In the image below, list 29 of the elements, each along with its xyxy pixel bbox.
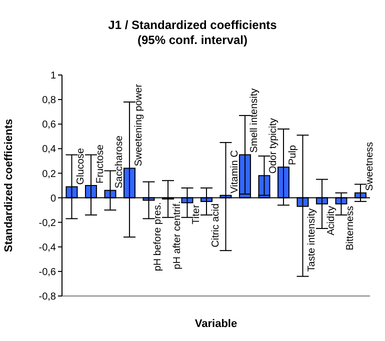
x-tick-label: pH after centrif. — [172, 201, 183, 270]
x-tick-label: Smell intensity — [248, 88, 260, 153]
y-tick-label: 0,6 — [42, 120, 56, 131]
y-axis-title: Standardized coefficients — [2, 118, 15, 252]
y-tick-label: 0,2 — [42, 168, 56, 180]
x-tick-label: Pulp — [287, 144, 298, 166]
x-tick-label: Bitterness — [345, 206, 356, 250]
x-tick-label: Sweetening power — [133, 83, 144, 166]
x-tick-label: Vitamin C — [230, 150, 241, 194]
x-axis-title: Variable — [194, 318, 238, 330]
x-tick-label: Citric acid — [210, 203, 222, 248]
x-tick-label: Glucose — [76, 148, 87, 185]
y-tick-label: -0,6 — [38, 266, 56, 278]
x-tick-label: Acidity — [326, 206, 337, 236]
y-tick-label: -0,4 — [38, 242, 56, 254]
x-tick-label: Fructose — [94, 144, 106, 184]
y-tick-label: 0,4 — [42, 144, 56, 156]
x-tick-label: Odor typicity — [268, 118, 280, 174]
y-tick-label: 0 — [50, 193, 56, 204]
chart-title: J1 / Standardized coefficients (95% conf. interval) — [107, 18, 278, 48]
y-tick-label: 0,8 — [42, 95, 56, 106]
y-tick-label: 1 — [50, 70, 56, 82]
x-tick-label: Taste intensity — [306, 208, 318, 272]
x-tick-label: pH before pres. — [152, 202, 164, 272]
x-tick-label: Titer — [191, 204, 202, 224]
y-tick-label: -0,2 — [38, 218, 56, 229]
x-tick-label: Sweetness — [364, 142, 376, 191]
y-tick-label: -0,8 — [38, 292, 56, 303]
x-tick-label: Saccharose — [114, 135, 126, 188]
